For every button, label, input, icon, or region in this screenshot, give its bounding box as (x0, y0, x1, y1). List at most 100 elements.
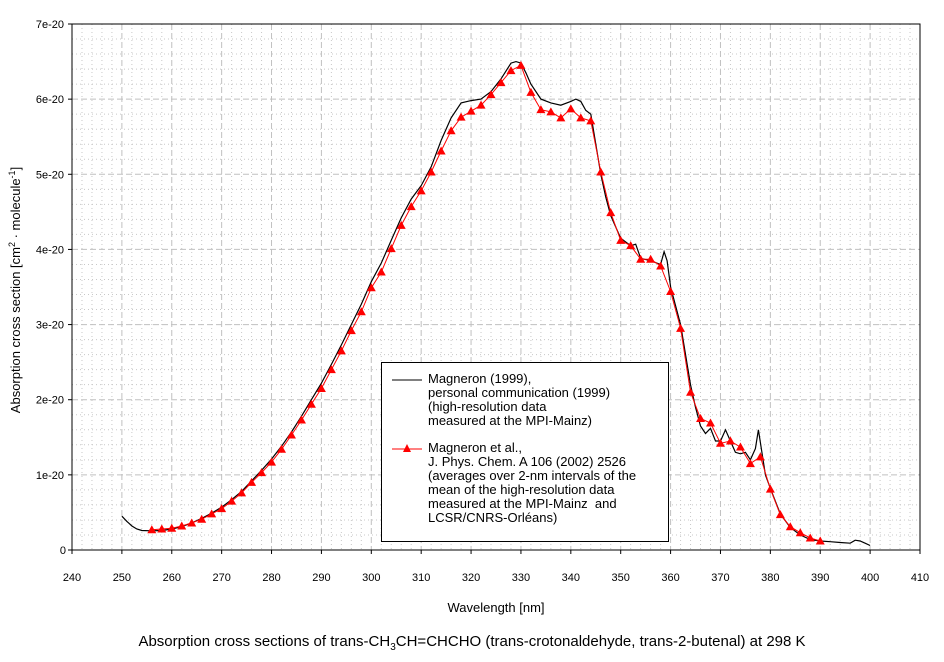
x-tick-label: 260 (163, 572, 181, 584)
data-point-triangle (586, 116, 596, 125)
data-point-triangle (745, 459, 755, 468)
y-tick-label: 1e-20 (36, 470, 64, 482)
data-point-triangle (436, 146, 446, 155)
data-point-triangle (616, 235, 626, 244)
series-layer (121, 60, 871, 547)
data-point-triangle (576, 113, 586, 122)
legend-text: mean of the high-resolution data (428, 482, 615, 497)
data-point-triangle (596, 167, 606, 176)
data-point-triangle (815, 536, 825, 545)
legend-entry-averaged: Magneron et al., J. Phys. Chem. A 106 (2… (428, 441, 636, 525)
x-tick-label: 300 (362, 572, 380, 584)
data-point-triangle (466, 106, 476, 115)
data-point-triangle (426, 167, 436, 176)
data-point-triangle (705, 418, 715, 427)
data-point-triangle (346, 326, 356, 335)
data-point-triangle (157, 524, 167, 533)
data-point-triangle (486, 90, 496, 99)
data-point-triangle (237, 488, 247, 497)
data-point-triangle (775, 510, 785, 519)
series-line-high-resolution (121, 60, 871, 547)
data-point-triangle (336, 346, 346, 355)
x-tick-label: 290 (312, 572, 330, 584)
data-point-triangle (326, 365, 336, 374)
y-tick-label: 5e-20 (36, 169, 64, 181)
legend-text: measured at the MPI-Mainz and (428, 496, 617, 511)
data-point-triangle (197, 514, 207, 523)
x-axis-ticks: 240 250 260 270 280 290 300 310 320 330 340 350 360 3… (63, 550, 929, 584)
data-point-triangle (476, 100, 486, 109)
data-point-triangle (366, 283, 376, 292)
data-point-triangle (536, 105, 546, 114)
data-point-triangle (496, 78, 506, 87)
data-point-triangle (646, 254, 656, 263)
data-point-triangle (516, 60, 526, 69)
data-point-triangle (785, 522, 795, 531)
data-point-triangle (805, 533, 815, 542)
legend-text: Magneron et al., (428, 440, 522, 455)
legend-text: (high-resolution data (428, 399, 547, 414)
data-point-triangle (257, 468, 267, 477)
x-tick-label: 350 (612, 572, 630, 584)
x-tick-label: 240 (63, 572, 81, 584)
x-tick-label: 340 (562, 572, 580, 584)
data-point-triangle (795, 528, 805, 537)
x-tick-label: 400 (861, 572, 879, 584)
y-tick-label: 3e-20 (36, 320, 64, 332)
x-tick-label: 250 (113, 572, 131, 584)
data-point-triangle (386, 244, 396, 253)
x-tick-label: 320 (462, 572, 480, 584)
legend: Magneron (1999), personal communication … (381, 362, 669, 542)
data-point-triangle (735, 442, 745, 451)
x-tick-label: 330 (512, 572, 530, 584)
data-point-triangle (656, 261, 666, 270)
data-point-triangle (676, 323, 686, 332)
data-point-triangle (416, 186, 426, 195)
data-point-triangle (356, 307, 366, 316)
x-tick-label: 410 (911, 572, 929, 584)
data-point-triangle (227, 496, 237, 505)
data-point-triangle (696, 414, 706, 422)
data-point-triangle (456, 112, 466, 121)
data-point-triangle (406, 202, 416, 211)
y-tick-label: 2e-20 (36, 395, 64, 407)
data-point-triangle (686, 387, 696, 396)
legend-entry-high-res: Magneron (1999), personal communication … (428, 372, 610, 428)
data-point-triangle (715, 438, 725, 447)
data-point-triangle (207, 509, 217, 518)
y-axis-label: Absorption cross section [cm2 · molecule… (7, 167, 23, 413)
data-point-triangle (556, 113, 566, 122)
legend-text: personal communication (1999) (428, 385, 611, 400)
legend-text: (averages over 2-nm intervals of the (428, 468, 637, 483)
data-point-triangle (636, 254, 646, 263)
x-tick-label: 310 (412, 572, 430, 584)
legend-triangle-marker (403, 444, 411, 452)
data-point-triangle (147, 525, 157, 534)
data-point-triangle (396, 220, 406, 229)
data-point-triangle (666, 287, 676, 296)
data-point-triangle (286, 430, 296, 439)
y-tick-label: 6e-20 (36, 94, 64, 106)
data-point-triangle (446, 126, 456, 135)
y-tick-label: 7e-20 (36, 19, 64, 31)
data-point-triangle (546, 107, 556, 116)
data-point-triangle (296, 415, 306, 424)
x-tick-label: 370 (711, 572, 729, 584)
data-point-triangle (376, 267, 386, 276)
x-axis-label: Wavelength [nm] (447, 600, 544, 615)
data-point-triangle (247, 477, 257, 486)
data-point-triangle (526, 87, 536, 96)
data-point-triangle (167, 523, 177, 532)
chart-title: Absorption cross sections of trans-CH3CH… (138, 633, 806, 653)
x-tick-label: 380 (761, 572, 779, 584)
data-point-triangle (316, 383, 326, 392)
legend-text: LCSR/CNRS-Orléans) (428, 510, 558, 525)
data-point-triangle (506, 66, 516, 75)
data-point-triangle (177, 521, 187, 530)
legend-text: measured at the MPI-Mainz) (428, 413, 593, 428)
legend-text: Magneron (1999), (428, 371, 532, 386)
x-tick-label: 270 (212, 572, 230, 584)
y-tick-label: 0 (60, 545, 66, 557)
y-axis-ticks: 0 1e-20 2e-20 3e-20 4e-20 5e-20 6e-20 7e-20 (36, 19, 72, 557)
